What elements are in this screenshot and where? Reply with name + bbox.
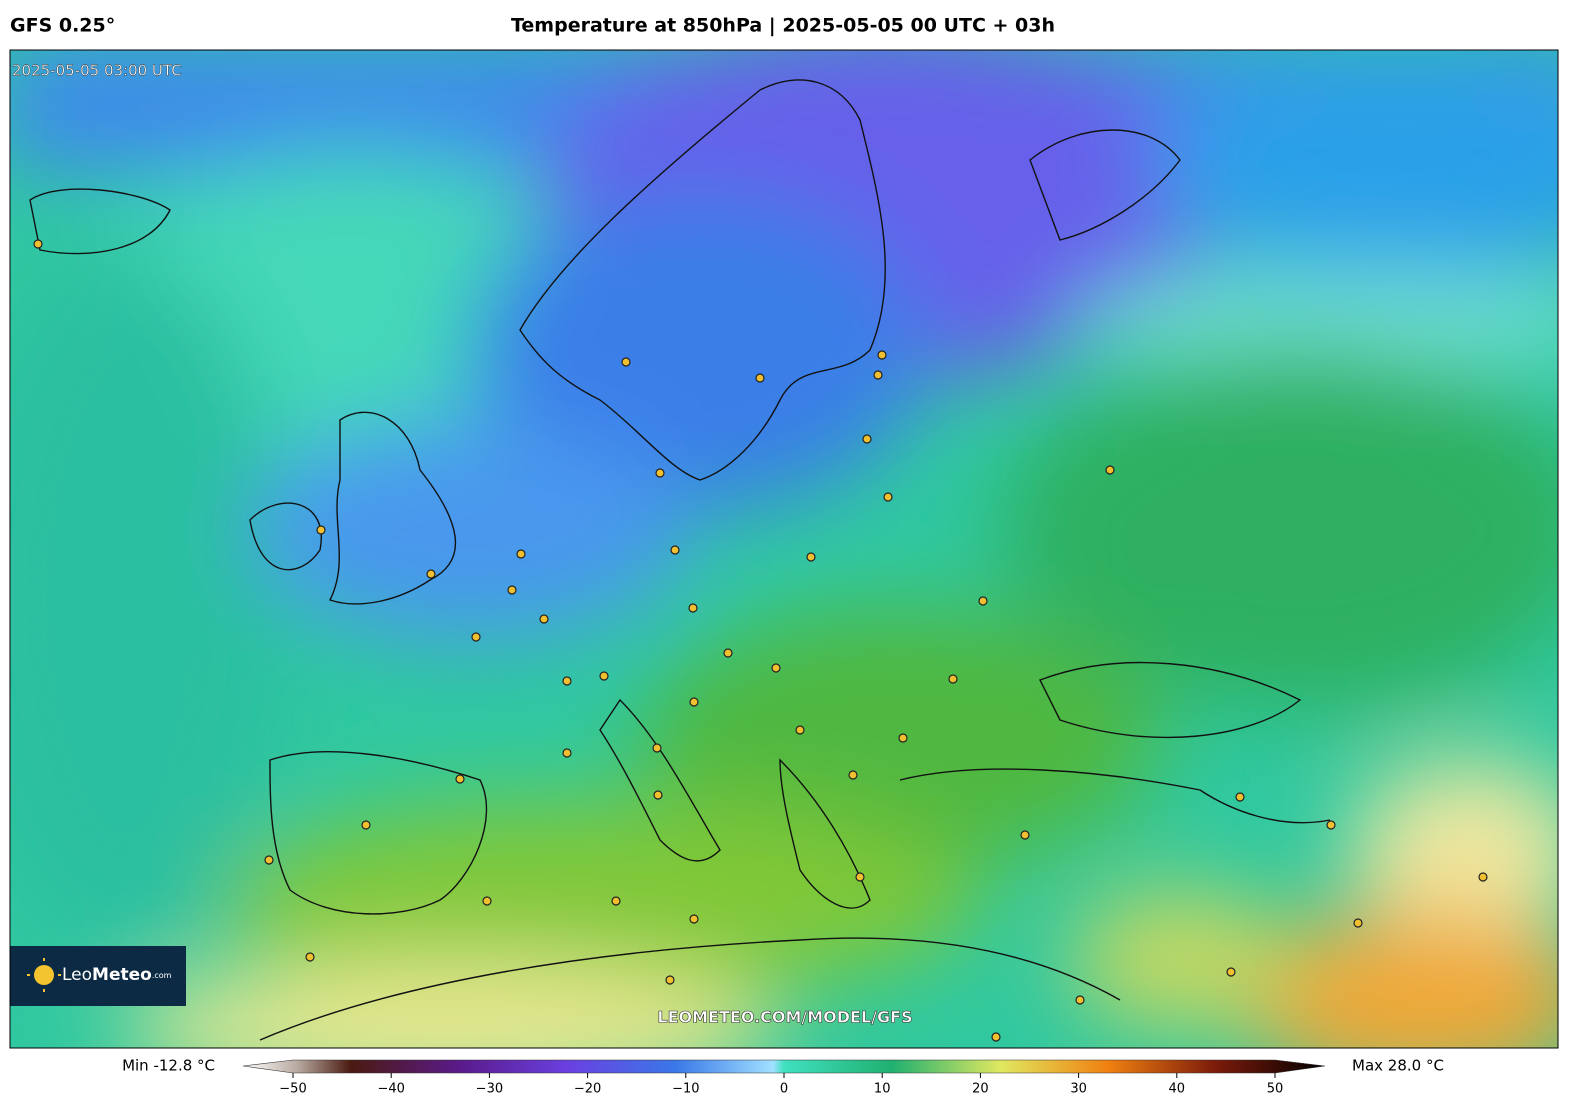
tick-label: −40: [377, 1082, 404, 1097]
map: 2025-05-05 03:00 UTC LEOMETEO.COM/MODEL/…: [10, 50, 1558, 1048]
min-label: Min -12.8 °C: [122, 1057, 215, 1075]
map-frame: [9, 49, 1559, 1049]
city-markers: [33, 239, 1488, 1042]
watermark: LEOMETEO.COM/MODEL/GFS: [657, 1008, 912, 1027]
logo-light: Leo: [62, 965, 92, 985]
tick-label: −10: [672, 1082, 699, 1097]
tick-label: 30: [1070, 1082, 1087, 1097]
logo: LeoMeteo.com: [10, 946, 186, 1006]
title: Temperature at 850hPa | 2025-05-05 00 UT…: [511, 15, 1055, 37]
coastlines: [29, 79, 1331, 1041]
timestamp: 2025-05-05 03:00 UTC: [12, 62, 182, 80]
tick-label: −30: [476, 1082, 503, 1097]
tick-label: 0: [780, 1082, 788, 1097]
colorbar: [242, 1059, 1326, 1074]
colorbar-ticks: −50 −40 −30 −20 −10 0 10 20 30 40 50: [279, 1073, 1283, 1097]
tick-label: 20: [972, 1082, 989, 1097]
tick-label: 10: [874, 1082, 891, 1097]
logo-bold: Meteo: [92, 965, 152, 985]
tick-label: 50: [1267, 1082, 1284, 1097]
model-label: GFS 0.25°: [10, 15, 115, 37]
tick-label: −20: [574, 1082, 601, 1097]
logo-text: LeoMeteo.com: [62, 965, 172, 985]
max-label: Max 28.0 °C: [1352, 1057, 1444, 1075]
tick-label: 40: [1169, 1082, 1186, 1097]
logo-suffix: .com: [152, 971, 172, 980]
tick-label: −50: [279, 1082, 306, 1097]
